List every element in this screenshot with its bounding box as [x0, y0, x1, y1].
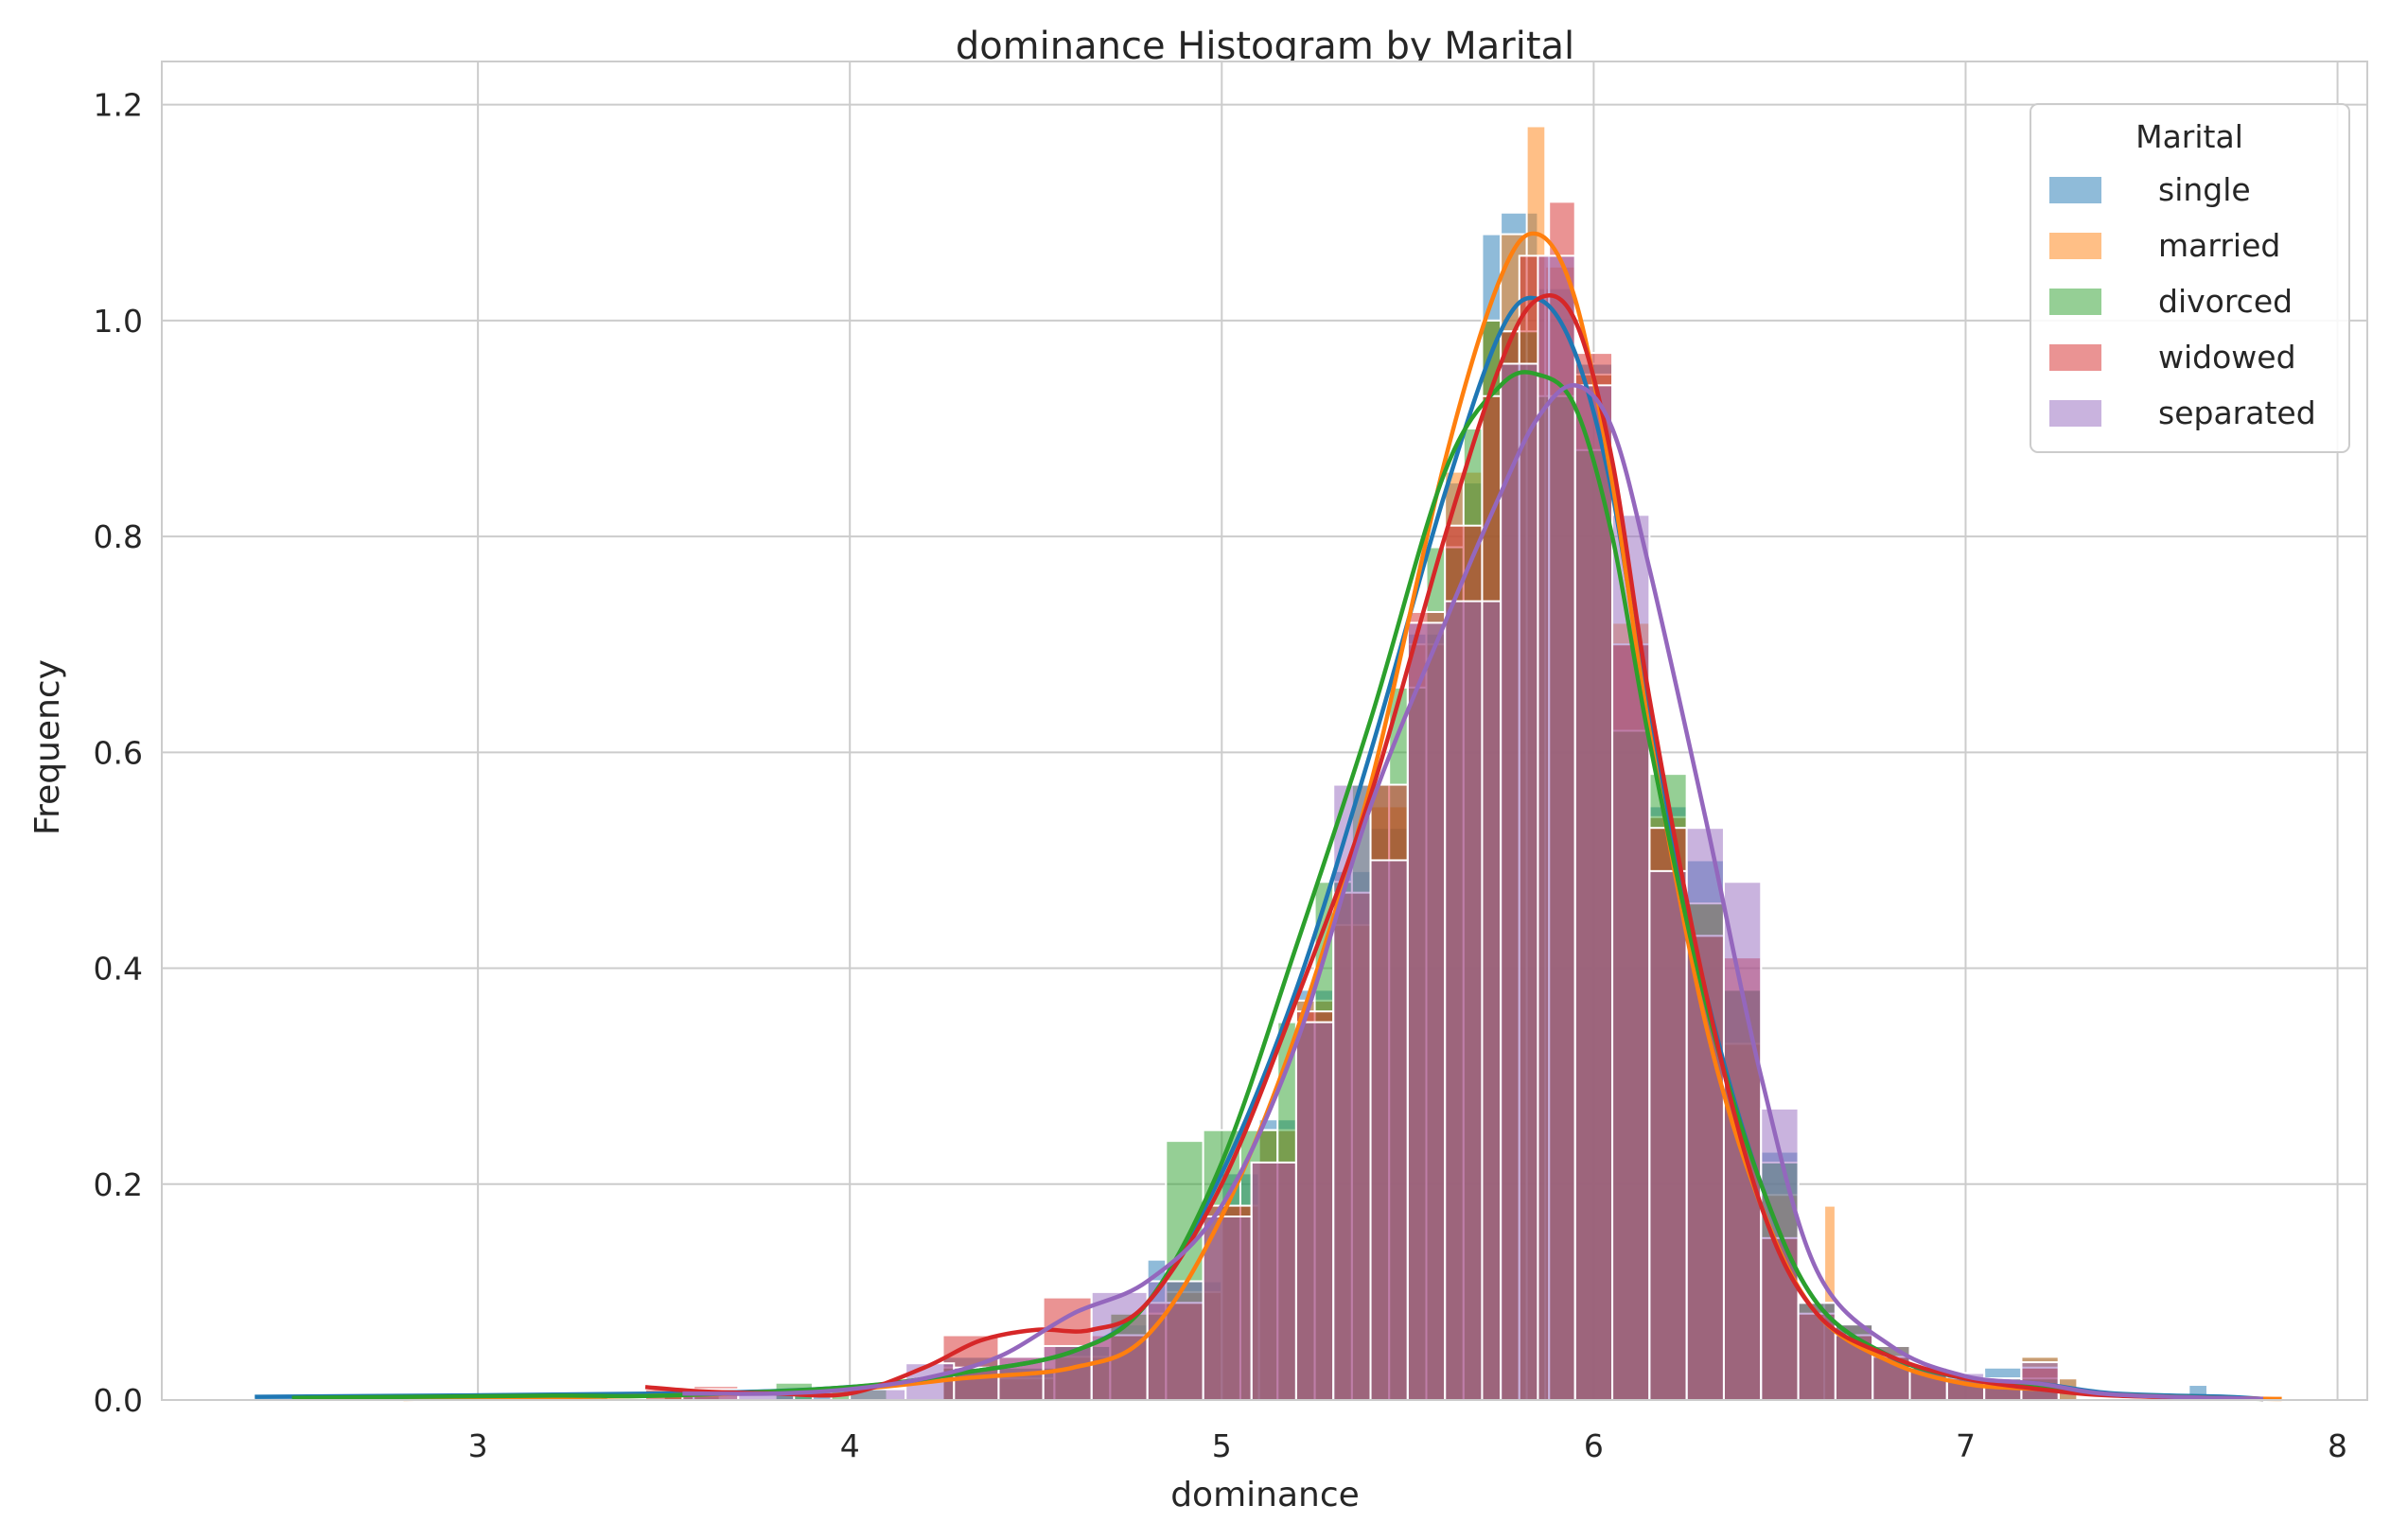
x-axis-label: dominance [1170, 1476, 1360, 1514]
axes-spines [161, 61, 2368, 1401]
y-tick-label: 1.2 [94, 87, 143, 124]
y-tick-label: 0.6 [94, 734, 143, 771]
histogram-bar [1406, 621, 1447, 1401]
x-tick-label: 4 [840, 1427, 860, 1464]
histogram-bar [1250, 1161, 1297, 1402]
legend-swatch-married [2049, 233, 2101, 259]
kde-curves [255, 231, 2282, 1402]
legend-swatch-widowed [2049, 344, 2101, 371]
y-tick-label: 0.2 [94, 1166, 143, 1203]
histogram-bar [1444, 600, 1484, 1401]
x-tick-label: 3 [468, 1427, 488, 1464]
legend-label-separated: separated [2158, 394, 2316, 431]
histogram-bar [1332, 783, 1372, 1401]
histogram-bar [1090, 1290, 1149, 1401]
legend-frame [2030, 103, 2350, 453]
legend-label-married: married [2158, 227, 2280, 264]
histogram-bar [1369, 859, 1409, 1401]
histogram-bar [1685, 827, 1725, 1401]
y-axis-label: Frequency [28, 659, 67, 835]
legend-label-single: single [2158, 171, 2251, 208]
histogram-bar [1202, 1216, 1253, 1401]
histogram-bar [2020, 1361, 2060, 1401]
x-tick-label: 6 [1584, 1427, 1604, 1464]
legend-swatch-separated [2049, 400, 2101, 427]
histogram-bar [1537, 254, 1576, 1402]
bar-series-separated [681, 254, 2060, 1402]
plot-border [161, 61, 2368, 1401]
legend-label-widowed: widowed [2158, 339, 2296, 376]
y-tick-label: 0.8 [94, 518, 143, 555]
legend-title: Marital [2135, 118, 2243, 155]
histogram-bar [1648, 869, 1688, 1401]
legend-label-divorced: divorced [2158, 283, 2293, 320]
x-tick-label: 5 [1212, 1427, 1232, 1464]
y-tick-label: 1.0 [94, 303, 143, 340]
x-axis-ticks: 3 4 5 6 7 8 [468, 1427, 2347, 1464]
y-axis-ticks: 0.0 0.2 0.4 0.6 0.8 1.0 1.2 [94, 87, 143, 1419]
kde-line-widowed [644, 293, 2263, 1402]
histogram-bar [1294, 1021, 1335, 1402]
legend: Marital single married divorced widowed sepa… [2030, 103, 2350, 453]
legend-items: single married divorced widowed separated [2049, 171, 2316, 431]
histogram-bar [1481, 600, 1503, 1401]
histogram-bars [254, 125, 2208, 1402]
histogram-bar [1500, 362, 1539, 1402]
histogram-bar [1573, 384, 1614, 1401]
x-tick-label: 8 [2328, 1427, 2347, 1464]
y-tick-label: 0.0 [94, 1382, 143, 1419]
legend-swatch-single [2049, 177, 2101, 203]
kde-line-separated [682, 383, 2264, 1402]
legend-swatch-divorced [2049, 289, 2101, 315]
kde-line-married [403, 231, 2282, 1402]
x-tick-label: 7 [1956, 1427, 1976, 1464]
y-tick-label: 0.4 [94, 951, 143, 988]
